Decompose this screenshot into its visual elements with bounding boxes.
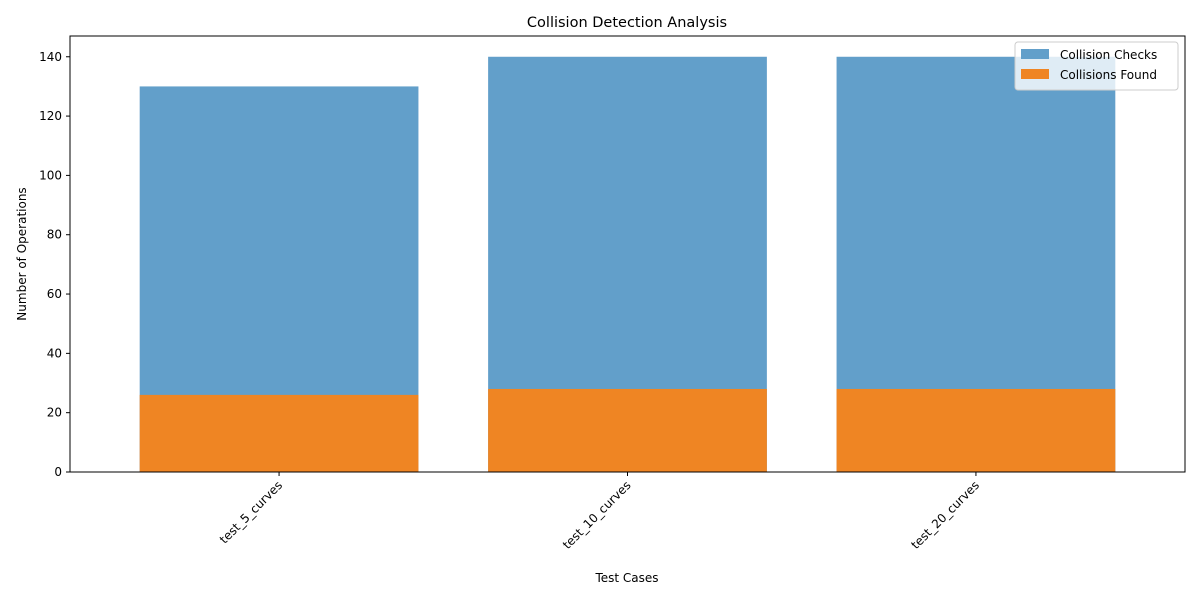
x-tick-label: test_5_curves bbox=[217, 478, 285, 546]
y-tick-label: 40 bbox=[47, 346, 62, 360]
legend-swatch bbox=[1021, 49, 1049, 59]
x-axis-label: Test Cases bbox=[594, 571, 658, 585]
y-axis: 0 20 40 60 80 100 120 140 bbox=[39, 50, 70, 479]
legend: Collision Checks Collisions Found bbox=[1014, 41, 1179, 91]
legend-label: Collisions Found bbox=[1060, 68, 1157, 82]
bars bbox=[139, 56, 1116, 473]
x-tick-label: test_10_curves bbox=[560, 478, 634, 552]
x-axis: test_5_curves test_10_curves test_20_curve… bbox=[217, 472, 982, 552]
plot-frame bbox=[69, 35, 1186, 473]
legend-box bbox=[1014, 41, 1179, 91]
legend-swatch bbox=[1021, 69, 1049, 79]
y-tick-label: 0 bbox=[54, 465, 62, 479]
y-tick-label: 60 bbox=[47, 287, 62, 301]
bar-found-test_20_curves bbox=[836, 388, 1116, 472]
y-tick-label: 140 bbox=[39, 50, 62, 64]
legend-label: Collision Checks bbox=[1060, 48, 1157, 62]
y-axis-label: Number of Operations bbox=[15, 187, 29, 320]
bar-found-test_10_curves bbox=[488, 388, 767, 472]
chart-title: Collision Detection Analysis bbox=[527, 15, 727, 31]
y-tick-label: 20 bbox=[47, 406, 62, 420]
y-tick-label: 100 bbox=[39, 168, 62, 182]
x-tick-label: test_20_curves bbox=[908, 478, 982, 552]
bar-found-test_5_curves bbox=[139, 394, 419, 472]
y-tick-label: 120 bbox=[39, 109, 62, 123]
y-tick-label: 80 bbox=[47, 228, 62, 242]
